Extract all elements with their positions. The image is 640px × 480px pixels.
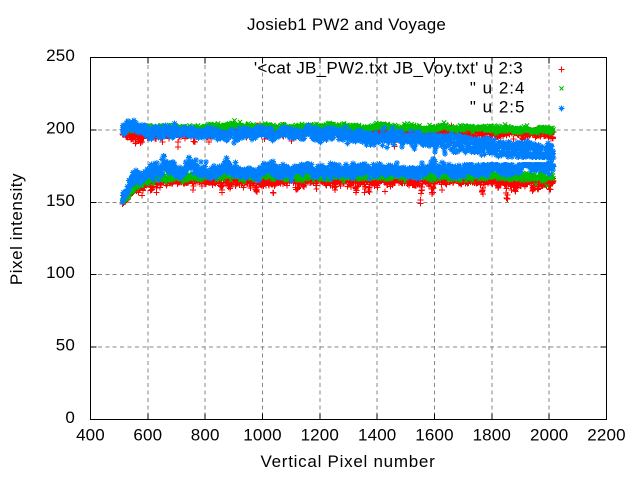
svg-text:'<cat JB_PW2.txt JB_Voy.txt' u: '<cat JB_PW2.txt JB_Voy.txt' u 2:3 [254,59,523,78]
svg-text:Vertical Pixel number: Vertical Pixel number [260,452,435,471]
svg-text:1800: 1800 [473,426,511,445]
svg-text:800: 800 [191,426,220,445]
svg-text:250: 250 [46,46,75,65]
svg-text:1600: 1600 [415,426,453,445]
svg-text:1400: 1400 [358,426,396,445]
svg-text:2000: 2000 [530,426,568,445]
svg-text:200: 200 [46,118,75,137]
svg-text:" u 2:5: " u 2:5 [470,98,526,117]
svg-text:600: 600 [133,426,162,445]
svg-text:1200: 1200 [301,426,339,445]
svg-text:" u 2:4: " u 2:4 [470,79,526,98]
svg-text:2200: 2200 [587,426,625,445]
svg-text:0: 0 [65,408,75,427]
svg-text:Pixel intensity: Pixel intensity [7,173,26,285]
svg-text:400: 400 [76,426,105,445]
svg-text:100: 100 [46,263,75,282]
svg-text:Josieb1 PW2 and Voyage: Josieb1 PW2 and Voyage [247,15,446,34]
svg-text:150: 150 [46,191,75,210]
svg-text:50: 50 [56,336,75,355]
svg-text:1000: 1000 [243,426,281,445]
